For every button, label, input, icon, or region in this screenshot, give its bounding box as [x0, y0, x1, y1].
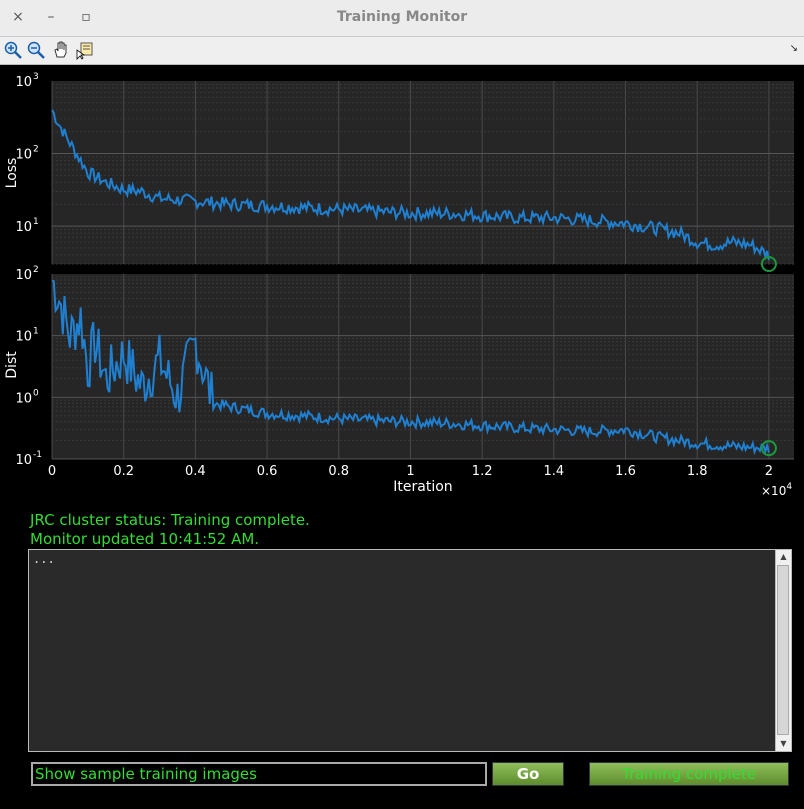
xtick-label: 0.2: [113, 464, 134, 479]
ytick-exponent: 2: [33, 145, 39, 155]
window-title: Training Monitor: [336, 9, 468, 25]
x-exponent-power: 4: [786, 482, 792, 492]
maximize-icon[interactable]: ▫: [81, 9, 91, 25]
dist-ylabel: Dist: [4, 351, 20, 379]
xtick-label: 0: [48, 464, 56, 479]
title-bar: × – ▫ Training Monitor: [0, 0, 804, 37]
ytick-exponent: 1: [33, 327, 39, 337]
toolbar-overflow-icon[interactable]: ↘: [789, 43, 798, 54]
training-complete-button[interactable]: Training complete: [589, 762, 789, 786]
x-exponent-label: ×104: [761, 482, 792, 498]
scroll-thumb[interactable]: [777, 565, 789, 735]
ytick-exponent: 3: [33, 72, 39, 82]
log-text: ...: [33, 552, 55, 566]
xtick-label: 1.6: [615, 464, 636, 479]
xtick-label: 1: [406, 464, 414, 479]
xtick-label: 0.6: [257, 464, 278, 479]
xtick-label: 0.4: [185, 464, 206, 479]
sample-images-field[interactable]: Show sample training images: [31, 762, 487, 786]
scroll-down-arrow-icon[interactable]: ▼: [780, 739, 787, 748]
close-icon[interactable]: ×: [12, 9, 24, 25]
monitor-updated-text: Monitor updated 10:41:52 AM.: [30, 530, 260, 548]
ytick-label: 10: [15, 330, 32, 345]
ytick-label: 10: [15, 148, 32, 163]
loss-current-marker: [760, 256, 777, 272]
dist-current-marker: [760, 440, 777, 457]
minimize-icon[interactable]: –: [47, 9, 55, 25]
x-exponent-base: ×10: [761, 484, 786, 498]
ytick-exponent: 1: [33, 217, 39, 227]
dist-grid: [51, 274, 794, 460]
zoom-in-icon[interactable]: [3, 40, 23, 60]
ytick-exponent: 2: [33, 265, 39, 275]
loss-series-line: [51, 109, 770, 261]
ytick-label: 10: [15, 268, 32, 283]
pan-icon[interactable]: [51, 40, 71, 60]
ytick-exponent: -1: [33, 450, 42, 460]
xtick-label: 0.8: [328, 464, 349, 479]
xtick-label: 2: [765, 464, 773, 479]
dist-xlabel: Iteration: [393, 479, 452, 495]
data-cursor-icon[interactable]: [75, 40, 95, 60]
xtick-label: 1.4: [543, 464, 564, 479]
log-scrollbar[interactable]: ▲ ▼: [775, 550, 791, 751]
figure-toolbar: ↘: [0, 37, 804, 65]
cluster-status-text: JRC cluster status: Training complete.: [30, 511, 310, 529]
log-textarea[interactable]: ... ▲ ▼: [28, 549, 792, 752]
ytick-label: 10: [15, 220, 32, 235]
scroll-up-arrow-icon[interactable]: ▲: [780, 552, 787, 561]
loss-grid: [51, 81, 794, 265]
xtick-label: 1.2: [472, 464, 493, 479]
ytick-exponent: 0: [33, 388, 39, 398]
dist-axes-background: [52, 274, 794, 459]
go-button[interactable]: Go: [492, 762, 564, 786]
zoom-out-icon[interactable]: [26, 40, 46, 60]
dist-xticks: 0 0.2 0.4 0.6 0.8 1 1.2 1.4 1.6 1.8 2: [48, 464, 773, 479]
ytick-label: 10: [15, 453, 32, 468]
ytick-label: 10: [15, 391, 32, 406]
loss-ylabel: Loss: [4, 158, 20, 189]
dist-series-line: [51, 279, 770, 456]
ytick-label: 10: [15, 75, 32, 90]
xtick-label: 1.8: [687, 464, 708, 479]
